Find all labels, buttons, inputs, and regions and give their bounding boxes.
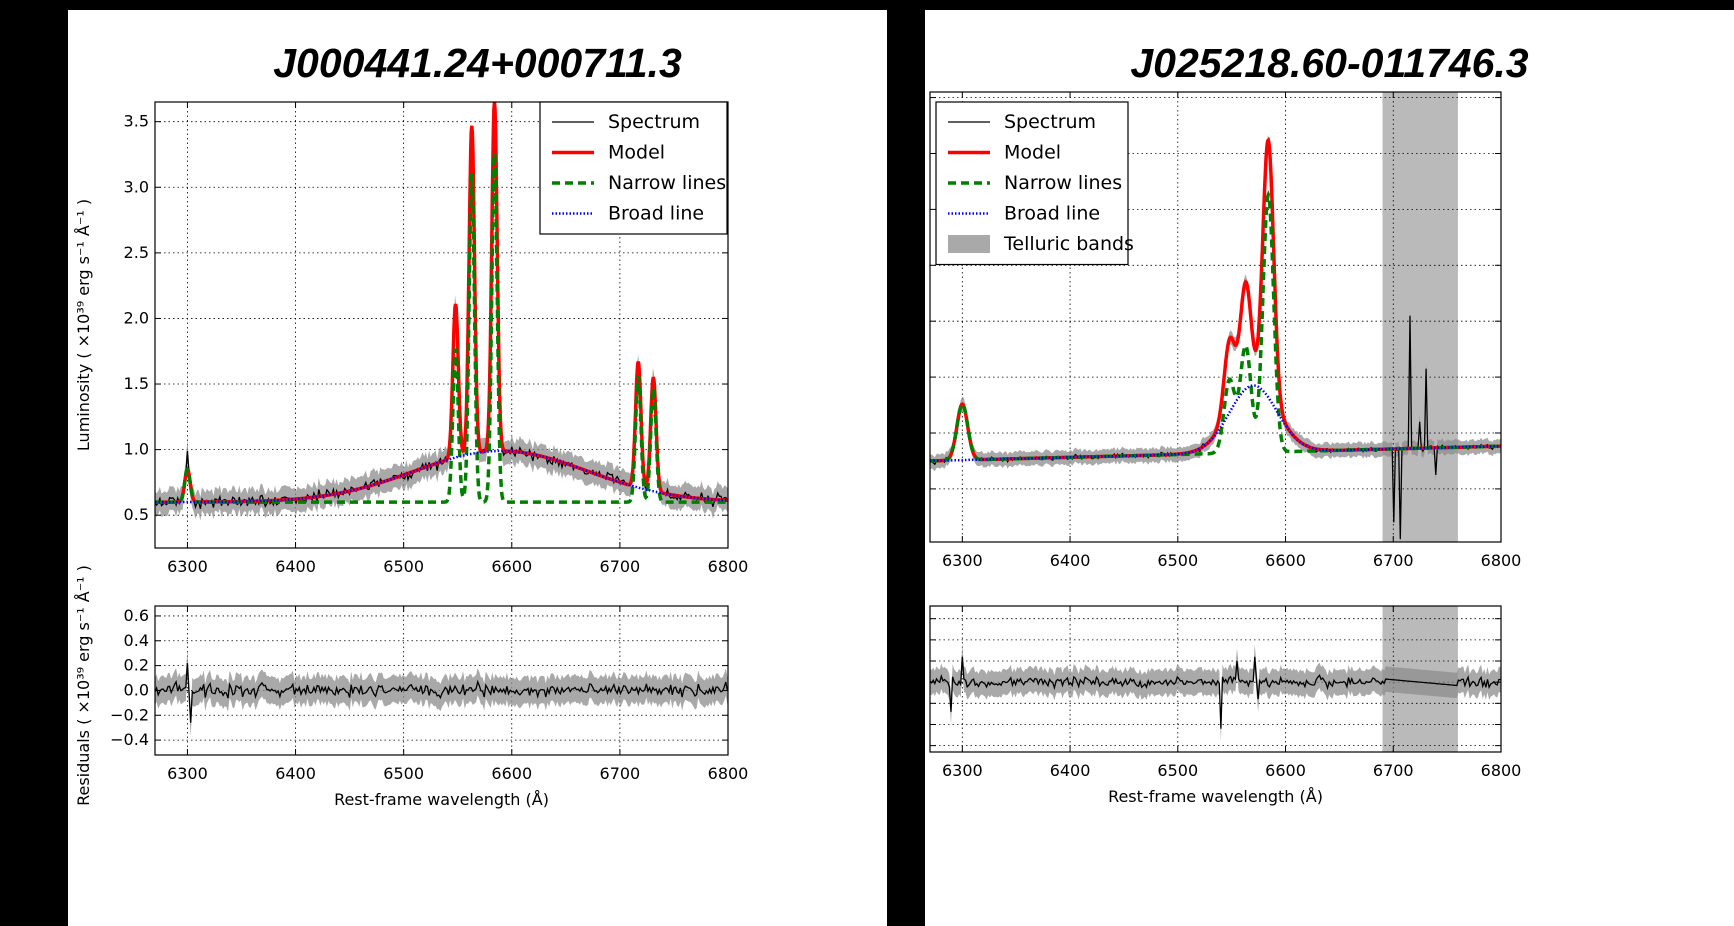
- y-tick-label: −0.4: [110, 730, 149, 749]
- y-tick-label: 0.4: [124, 631, 149, 650]
- residuals-plot: 6300 6400 6500 6600 6700 6800 0.6 0.4 0.2 0.0 −0.2…: [74, 565, 748, 809]
- legend-box: [539, 101, 728, 235]
- x-tick-label: 6500: [383, 764, 424, 783]
- x-tick-label: 6300: [167, 557, 208, 576]
- legend-spectrum-label: Spectrum: [1004, 111, 1096, 133]
- x-tick-label: 6400: [275, 764, 316, 783]
- y-tick-label: 0.6: [124, 606, 149, 625]
- x-tick-label: 6600: [491, 764, 532, 783]
- main-plot: 6300 6400 6500 6600 6700 6800 0.5 1.0 1.5 2.0 2.5 3…: [74, 101, 749, 576]
- x-tick-label: 6500: [1157, 551, 1198, 570]
- residuals-error-band: [930, 644, 1501, 742]
- legend-model-label: Model: [608, 142, 665, 164]
- residuals-line: [155, 663, 728, 723]
- y-tick-label: −0.2: [110, 705, 149, 724]
- x-tick-label: 6600: [1265, 551, 1306, 570]
- x-tick-label: 6400: [275, 557, 316, 576]
- left-figure-chart: 6300 6400 6500 6600 6700 6800 0.5 1.0 1.5 2.0 2.5 3…: [74, 101, 749, 809]
- x-axis-label: Rest-frame wavelength (Å): [334, 790, 549, 809]
- legend-broad-line-label: Broad line: [608, 203, 704, 225]
- residuals-line: [930, 656, 1501, 729]
- residuals-axes-frame: [929, 605, 1502, 753]
- legend-spectrum-label: Spectrum: [608, 111, 700, 133]
- legend-broad-line-label: Broad line: [1004, 203, 1100, 225]
- x-tick-label: 6300: [942, 761, 983, 780]
- y-tick-label: 2.5: [124, 243, 149, 262]
- x-tick-label: 6800: [708, 557, 749, 576]
- legend: Spectrum Model Narrow lines Broad line Tellu…: [935, 101, 1134, 266]
- right-figure-chart: 6300640065006600670068000.00.20.40.60.81…: [929, 91, 1522, 806]
- x-tick-label: 6700: [1373, 761, 1414, 780]
- legend-telluric-bands-label: Telluric bands: [1003, 233, 1134, 255]
- x-tick-label: 6800: [708, 764, 749, 783]
- main-series-group: [155, 102, 728, 521]
- y-tick-label: 1.5: [124, 374, 149, 393]
- left-figure-panel: J000441.24+000711.3 6300 6400 6500 6600 6700…: [68, 10, 887, 926]
- y-tick-label: 2.0: [124, 308, 149, 327]
- y-tick-label: 0.2: [124, 656, 149, 675]
- main-plot: 6300640065006600670068000.00.20.40.60.81…: [929, 91, 1522, 570]
- broad-line-line: [930, 384, 1501, 463]
- y-tick-label: 3.0: [124, 177, 149, 196]
- x-axis-label: Rest-frame wavelength (Å): [1108, 787, 1323, 806]
- legend-model-label: Model: [1004, 142, 1061, 164]
- residuals-y-axis-label: Residuals ( ×10³⁹ erg s⁻¹ Å⁻¹ ): [74, 565, 93, 806]
- x-tick-label: 6500: [383, 557, 424, 576]
- x-tick-label: 6600: [491, 557, 532, 576]
- right-figure-title: J025218.60-011746.3: [1130, 40, 1529, 86]
- x-tick-label: 6700: [1373, 551, 1414, 570]
- residuals-series-group: [930, 644, 1501, 742]
- x-tick-label: 6300: [942, 551, 983, 570]
- y-tick-label: 0.0: [124, 680, 149, 699]
- main-axes-frame: [929, 91, 1502, 543]
- right-figure-panel: J025218.60-011746.3 6300 6400 6500 6600 6700…: [925, 10, 1734, 926]
- x-tick-label: 6700: [600, 557, 641, 576]
- legend-telluric-bands-swatch: [948, 235, 990, 253]
- telluric-band: [1382, 92, 1458, 542]
- main-series-group: [930, 135, 1501, 542]
- x-tick-label: 6600: [1265, 761, 1306, 780]
- broad-line-line: [155, 449, 728, 504]
- residuals-error-band: [155, 649, 728, 737]
- x-tick-label: 6400: [1050, 551, 1091, 570]
- main-axes-frame: [154, 101, 729, 549]
- x-tick-label: 6500: [1157, 761, 1198, 780]
- x-tick-label: 6700: [600, 764, 641, 783]
- residuals-series-group: [155, 649, 728, 737]
- x-tick-label: 6800: [1481, 551, 1522, 570]
- left-figure-title: J000441.24+000711.3: [273, 40, 682, 86]
- residuals-plot: 6300640065006600670068000.150.100.050.00…: [929, 605, 1522, 806]
- legend: Spectrum Model Narrow lines Broad line: [539, 101, 728, 235]
- x-tick-label: 6800: [1481, 761, 1522, 780]
- legend-narrow-lines-label: Narrow lines: [1004, 172, 1122, 194]
- residuals-axes-frame: [154, 605, 729, 756]
- main-y-axis-label: Luminosity ( ×10³⁹ erg s⁻¹ Å⁻¹ ): [74, 199, 93, 451]
- x-tick-label: 6400: [1050, 761, 1091, 780]
- narrow-lines-line: [930, 190, 1501, 463]
- x-tick-label: 6300: [167, 764, 208, 783]
- y-tick-label: 1.0: [124, 440, 149, 459]
- y-tick-label: 3.5: [124, 112, 149, 131]
- legend-narrow-lines-label: Narrow lines: [608, 172, 726, 194]
- y-tick-label: 0.5: [124, 505, 149, 524]
